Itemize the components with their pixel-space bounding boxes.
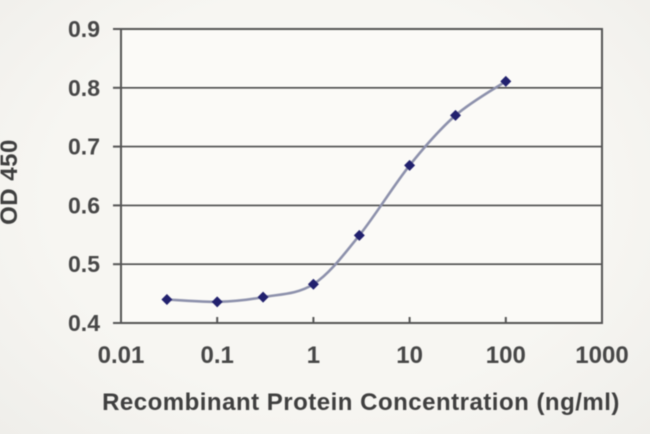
y-tick-label: 0.9 — [68, 16, 100, 42]
y-tick-label: 0.8 — [68, 75, 100, 101]
x-tick-label: 0.1 — [201, 342, 234, 369]
x-tick-label: 0.01 — [98, 342, 145, 369]
y-tick-label: 0.5 — [68, 251, 100, 277]
data-point-marker — [211, 296, 223, 308]
y-tick-label: 0.4 — [68, 310, 100, 336]
series-line — [165, 80, 508, 304]
y-tick-label: 0.7 — [68, 134, 100, 160]
plot-background — [121, 29, 602, 323]
y-tick-label: 0.6 — [68, 192, 100, 218]
plot-border — [120, 28, 603, 324]
data-point-marker — [500, 75, 512, 87]
x-axis-title: Recombinant Protein Concentration (ng/ml… — [102, 389, 620, 416]
data-point-marker — [449, 109, 461, 121]
x-tick-label: 1000 — [575, 342, 628, 369]
data-point-marker — [161, 293, 173, 305]
data-point-marker — [404, 159, 416, 171]
data-point-marker — [307, 278, 319, 290]
data-point-marker — [257, 291, 269, 303]
x-tick-label: 10 — [396, 342, 423, 369]
plot-area: 0.4 0.5 0.6 0.7 0.8 0.9 0.01 0.1 1 10 100 1000 — [68, 16, 629, 369]
x-tick-label: 100 — [486, 342, 526, 369]
data-point-marker — [353, 229, 365, 241]
x-tick-label: 1 — [307, 342, 320, 369]
y-axis-title: OD 450 — [0, 139, 23, 225]
